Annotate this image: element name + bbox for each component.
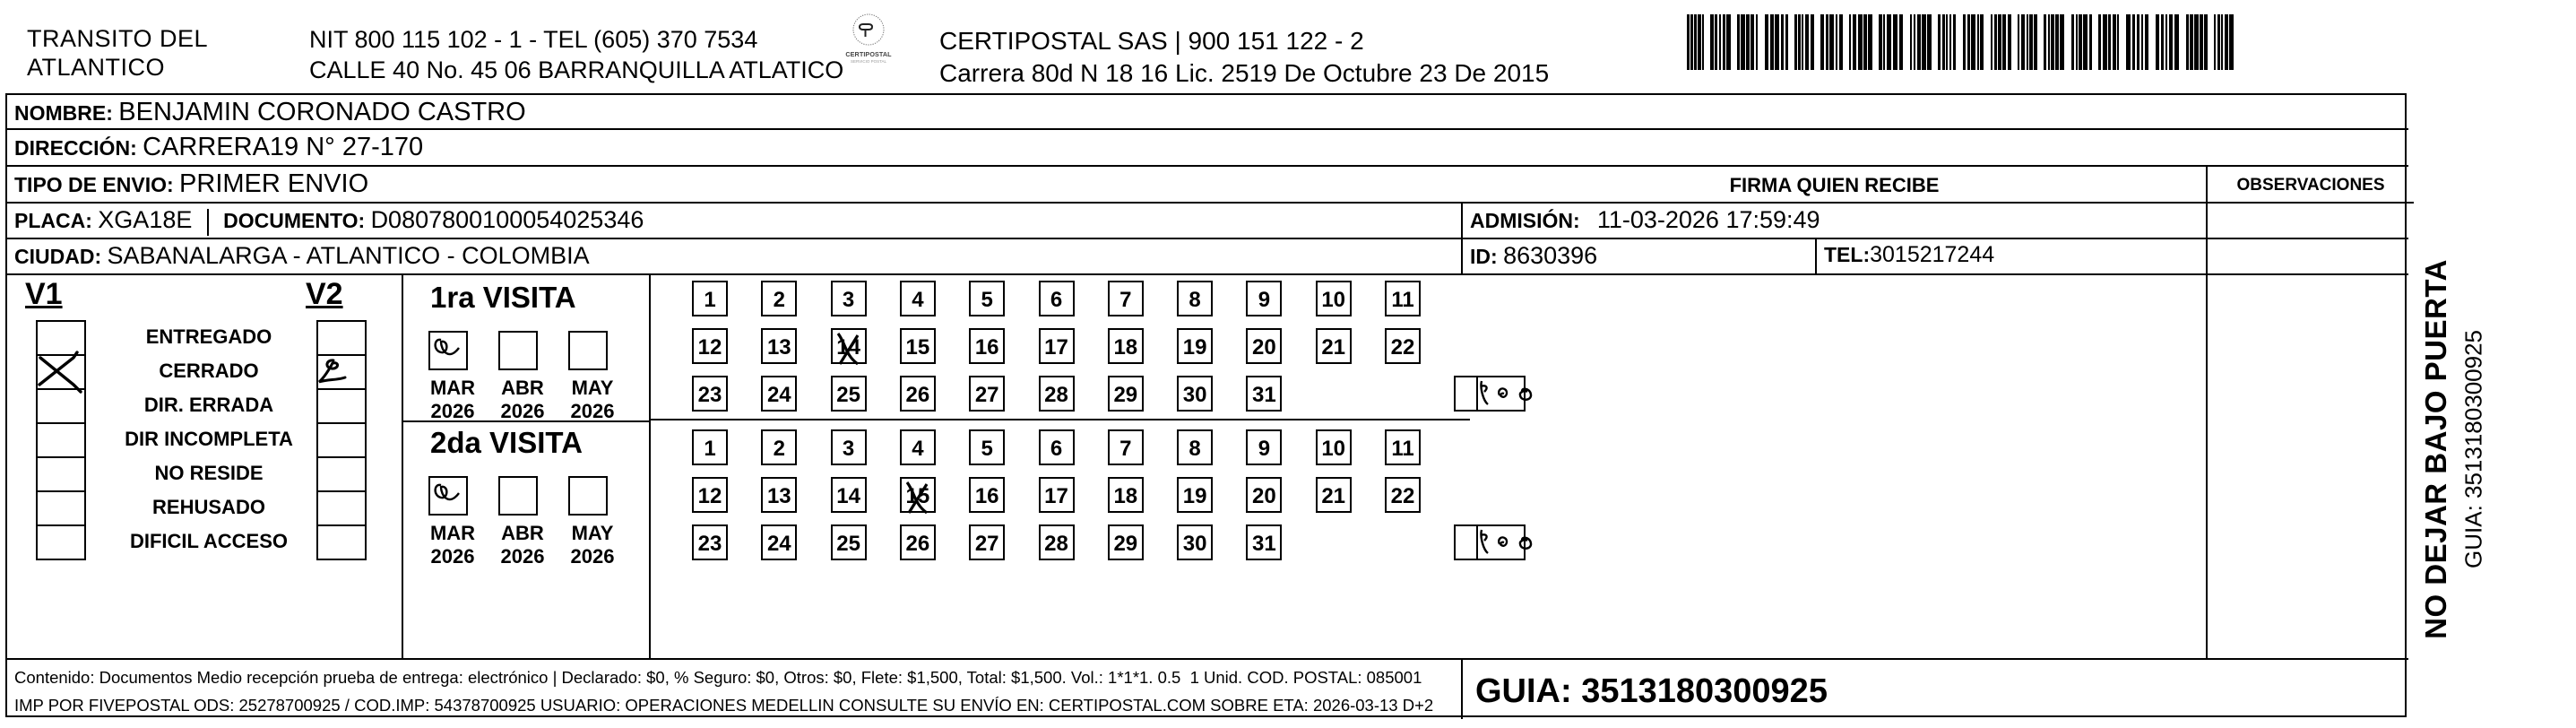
svg-text:SERVICIO POSTAL: SERVICIO POSTAL (851, 59, 887, 64)
svg-text:CERTIPOSTAL: CERTIPOSTAL (845, 50, 892, 58)
